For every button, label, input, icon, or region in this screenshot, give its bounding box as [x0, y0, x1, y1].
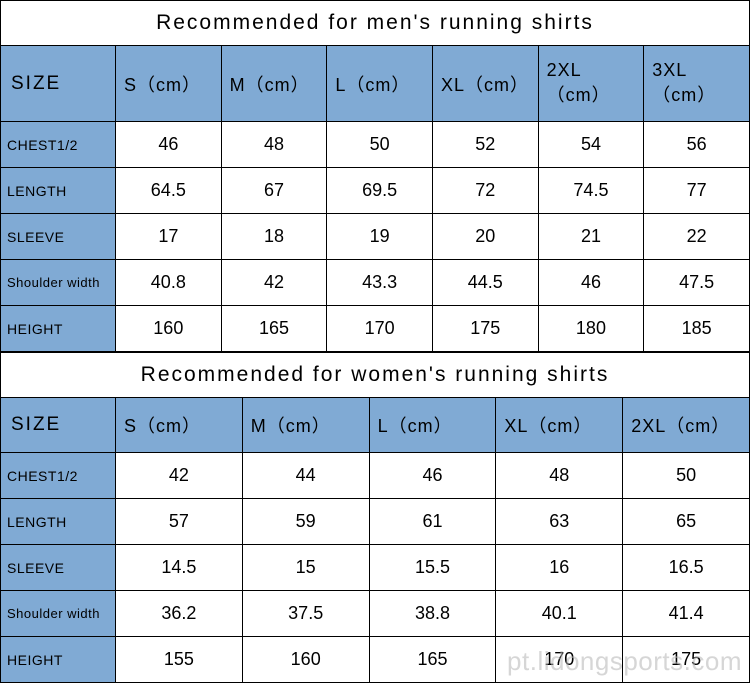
cell: 14.5 [116, 545, 243, 591]
cell: 165 [221, 306, 327, 352]
cell: 46 [538, 260, 644, 306]
cell: 15.5 [369, 545, 496, 591]
row-label-height: HEIGHT [1, 637, 116, 683]
table-row: SLEEVE 17 18 19 20 21 22 [1, 214, 750, 260]
mens-col-s: S（cm） [116, 46, 222, 122]
mens-col-m: M（cm） [221, 46, 327, 122]
table-row: LENGTH 64.5 67 69.5 72 74.5 77 [1, 168, 750, 214]
cell: 48 [496, 453, 623, 499]
cell: 67 [221, 168, 327, 214]
table-row: HEIGHT 160 165 170 175 180 185 [1, 306, 750, 352]
cell: 44.5 [432, 260, 538, 306]
row-label-length: LENGTH [1, 168, 116, 214]
cell: 160 [116, 306, 222, 352]
cell: 65 [623, 499, 750, 545]
cell: 69.5 [327, 168, 433, 214]
cell: 40.8 [116, 260, 222, 306]
cell: 50 [327, 122, 433, 168]
mens-header-row: SIZE S（cm） M（cm） L（cm） XL（cm） 2XL（cm） 3X… [1, 46, 750, 122]
womens-col-l: L（cm） [369, 398, 496, 453]
cell: 41.4 [623, 591, 750, 637]
cell: 170 [496, 637, 623, 683]
cell: 16 [496, 545, 623, 591]
cell: 180 [538, 306, 644, 352]
row-label-shoulder: Shoulder width [1, 591, 116, 637]
cell: 47.5 [644, 260, 750, 306]
cell: 64.5 [116, 168, 222, 214]
cell: 170 [327, 306, 433, 352]
table-row: Shoulder width 40.8 42 43.3 44.5 46 47.5 [1, 260, 750, 306]
womens-header-row: SIZE S（cm） M（cm） L（cm） XL（cm） 2XL（cm） [1, 398, 750, 453]
mens-size-table: Recommended for men's running shirts SIZ… [0, 0, 750, 352]
womens-title: Recommended for women's running shirts [1, 353, 750, 398]
mens-title-row: Recommended for men's running shirts [1, 1, 750, 46]
table-row: CHEST1/2 46 48 50 52 54 56 [1, 122, 750, 168]
row-label-length: LENGTH [1, 499, 116, 545]
mens-col-3xl: 3XL（cm） [644, 46, 750, 122]
row-label-sleeve: SLEEVE [1, 545, 116, 591]
cell: 165 [369, 637, 496, 683]
womens-size-table: Recommended for women's running shirts S… [0, 352, 750, 683]
womens-size-label: SIZE [1, 398, 116, 453]
row-label-chest: CHEST1/2 [1, 453, 116, 499]
cell: 185 [644, 306, 750, 352]
cell: 40.1 [496, 591, 623, 637]
cell: 50 [623, 453, 750, 499]
cell: 155 [116, 637, 243, 683]
cell: 59 [242, 499, 369, 545]
womens-col-m: M（cm） [242, 398, 369, 453]
mens-col-l: L（cm） [327, 46, 433, 122]
table-row: HEIGHT 155 160 165 170 175 [1, 637, 750, 683]
cell: 61 [369, 499, 496, 545]
mens-title: Recommended for men's running shirts [1, 1, 750, 46]
cell: 52 [432, 122, 538, 168]
cell: 42 [221, 260, 327, 306]
womens-col-xl: XL（cm） [496, 398, 623, 453]
table-row: SLEEVE 14.5 15 15.5 16 16.5 [1, 545, 750, 591]
cell: 74.5 [538, 168, 644, 214]
cell: 17 [116, 214, 222, 260]
table-row: CHEST1/2 42 44 46 48 50 [1, 453, 750, 499]
cell: 56 [644, 122, 750, 168]
womens-col-s: S（cm） [116, 398, 243, 453]
cell: 19 [327, 214, 433, 260]
table-row: Shoulder width 36.2 37.5 38.8 40.1 41.4 [1, 591, 750, 637]
cell: 175 [623, 637, 750, 683]
cell: 57 [116, 499, 243, 545]
cell: 22 [644, 214, 750, 260]
cell: 44 [242, 453, 369, 499]
womens-col-2xl: 2XL（cm） [623, 398, 750, 453]
table-row: LENGTH 57 59 61 63 65 [1, 499, 750, 545]
cell: 36.2 [116, 591, 243, 637]
cell: 16.5 [623, 545, 750, 591]
cell: 15 [242, 545, 369, 591]
cell: 46 [116, 122, 222, 168]
row-label-chest: CHEST1/2 [1, 122, 116, 168]
womens-title-row: Recommended for women's running shirts [1, 353, 750, 398]
row-label-height: HEIGHT [1, 306, 116, 352]
cell: 160 [242, 637, 369, 683]
cell: 38.8 [369, 591, 496, 637]
cell: 175 [432, 306, 538, 352]
cell: 63 [496, 499, 623, 545]
row-label-sleeve: SLEEVE [1, 214, 116, 260]
cell: 37.5 [242, 591, 369, 637]
cell: 77 [644, 168, 750, 214]
row-label-shoulder: Shoulder width [1, 260, 116, 306]
cell: 43.3 [327, 260, 433, 306]
mens-col-2xl: 2XL（cm） [538, 46, 644, 122]
cell: 20 [432, 214, 538, 260]
cell: 72 [432, 168, 538, 214]
cell: 42 [116, 453, 243, 499]
cell: 18 [221, 214, 327, 260]
cell: 46 [369, 453, 496, 499]
cell: 21 [538, 214, 644, 260]
cell: 48 [221, 122, 327, 168]
cell: 54 [538, 122, 644, 168]
mens-size-label: SIZE [1, 46, 116, 122]
mens-col-xl: XL（cm） [432, 46, 538, 122]
